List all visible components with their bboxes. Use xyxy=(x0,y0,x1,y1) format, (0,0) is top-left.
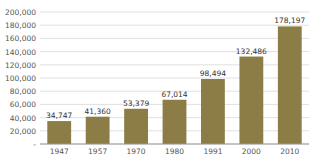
y-tick-label: 200,000 xyxy=(5,8,36,17)
x-axis-line xyxy=(40,144,309,145)
grid-line xyxy=(40,64,309,65)
grid-line xyxy=(40,51,309,52)
x-tick-label: 1957 xyxy=(88,147,107,156)
bar xyxy=(47,121,71,144)
bar xyxy=(163,100,187,144)
data-label: 34,747 xyxy=(46,111,72,120)
y-tick-label: - xyxy=(33,140,36,149)
data-label: 98,494 xyxy=(200,69,226,78)
y-tick-label: 140,000 xyxy=(5,48,36,57)
data-label: 178,197 xyxy=(274,16,305,25)
data-label: 53,379 xyxy=(123,99,149,108)
bars xyxy=(47,26,301,144)
y-tick-label: 20,000 xyxy=(10,127,36,136)
data-label: 132,486 xyxy=(236,47,267,56)
bar xyxy=(124,109,148,144)
grid-line xyxy=(40,12,309,13)
bar xyxy=(278,26,302,144)
y-tick-label: 60,000 xyxy=(10,100,36,109)
grid-line xyxy=(40,144,309,145)
y-tick-label: 80,000 xyxy=(10,87,36,96)
data-label: 67,014 xyxy=(161,90,187,99)
y-tick-label: 120,000 xyxy=(5,61,36,70)
grid-line xyxy=(40,25,309,26)
bar xyxy=(86,117,110,144)
data-label: 41,360 xyxy=(85,107,111,116)
y-tick-label: 180,000 xyxy=(5,21,36,30)
bar xyxy=(201,79,225,144)
y-tick-label: 160,000 xyxy=(5,34,36,43)
x-ticks: 1947 1957 1970 1980 1991 2000 2010 xyxy=(50,147,300,156)
x-tick-label: 1980 xyxy=(165,147,184,156)
x-tick-label: 1970 xyxy=(127,147,146,156)
chart-container: - 20,000 40,000 60,000 80,000 100,000 120,000 1… xyxy=(0,0,315,160)
y-tick-label: 100,000 xyxy=(5,74,36,83)
grid-line xyxy=(40,78,309,79)
grid xyxy=(40,12,309,144)
grid-line xyxy=(40,38,309,39)
y-tick-label: 40,000 xyxy=(10,114,36,123)
bar xyxy=(239,57,263,144)
chart: - 20,000 40,000 60,000 80,000 100,000 120,000 1… xyxy=(0,0,315,160)
data-labels: 34,747 41,360 53,379 67,014 98,494 132,486 178… xyxy=(46,16,305,120)
x-tick-label: 2010 xyxy=(280,147,299,156)
x-tick-label: 2000 xyxy=(242,147,261,156)
y-ticks: - 20,000 40,000 60,000 80,000 100,000 120,000 1… xyxy=(5,8,36,149)
x-tick-label: 1947 xyxy=(50,147,69,156)
x-tick-label: 1991 xyxy=(203,147,222,156)
